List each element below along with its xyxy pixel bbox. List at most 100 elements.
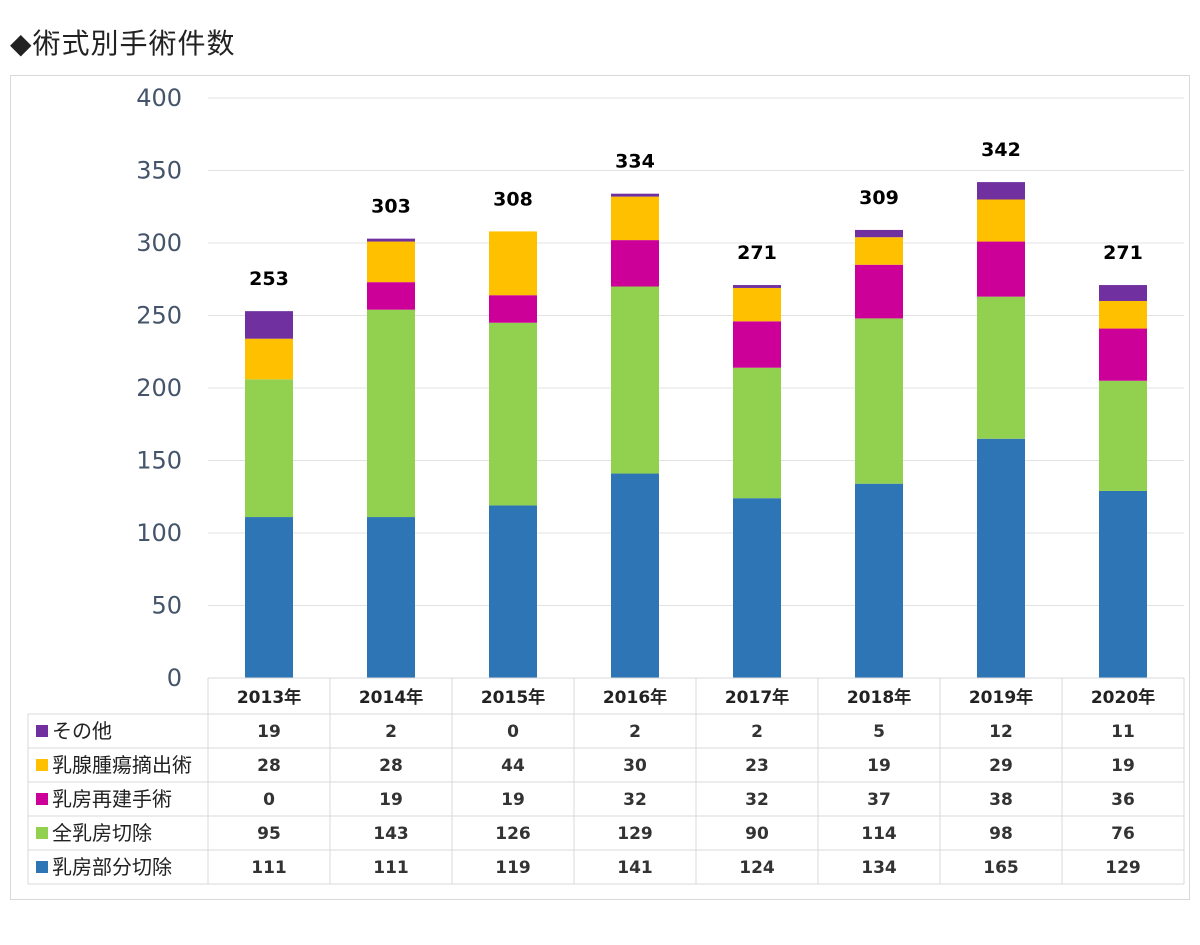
legend-swatch <box>36 827 48 839</box>
data-label: 23 <box>745 756 769 776</box>
total-label: 271 <box>737 242 777 264</box>
bar-segment <box>977 438 1025 678</box>
data-label: 2 <box>385 722 397 742</box>
chart-frame <box>10 75 1190 900</box>
data-label: 2 <box>751 722 763 742</box>
bar-segment <box>977 182 1025 200</box>
data-label: 76 <box>1111 824 1135 844</box>
bar-segment <box>855 264 903 319</box>
data-label: 44 <box>501 756 525 776</box>
data-label: 37 <box>867 790 891 810</box>
y-tick-label: 50 <box>151 592 182 620</box>
bar-segment <box>245 311 293 339</box>
legend-swatch <box>36 759 48 771</box>
bar-segment <box>733 321 781 368</box>
data-label: 129 <box>617 824 653 844</box>
legend-swatch <box>36 793 48 805</box>
bar-segment <box>977 241 1025 297</box>
bars <box>245 182 1147 678</box>
data-label: 111 <box>373 858 409 878</box>
bar-segment <box>367 517 415 678</box>
legend-swatch <box>36 725 48 737</box>
bar-segment <box>245 338 293 380</box>
x-tick-label: 2014年 <box>359 687 423 708</box>
bar-segment <box>245 517 293 678</box>
bar-segment <box>977 296 1025 439</box>
legend-entry: 全乳房切除 <box>52 821 152 845</box>
data-label: 32 <box>745 790 769 810</box>
data-label: 90 <box>745 824 769 844</box>
y-tick-label: 250 <box>136 302 182 330</box>
y-tick-label: 200 <box>136 374 182 402</box>
data-label: 129 <box>1105 858 1141 878</box>
data-label: 134 <box>861 858 897 878</box>
bar-segment <box>245 379 293 518</box>
grid-lines <box>208 97 1184 606</box>
bar-segment <box>1099 328 1147 381</box>
total-labels: 253 303 308 334 271 309 342 271 <box>249 139 1143 290</box>
bar-segment <box>733 498 781 678</box>
data-label: 2 <box>629 722 641 742</box>
page-title: ◆術式別手術件数 <box>10 27 236 60</box>
data-label: 28 <box>257 756 281 776</box>
data-label: 95 <box>257 824 281 844</box>
bar-segment <box>611 240 659 287</box>
data-label: 114 <box>861 824 897 844</box>
data-label: 28 <box>379 756 403 776</box>
y-axis-ticks: 0 50 100 150 200 250 300 350 400 <box>136 84 182 692</box>
data-label: 119 <box>495 858 531 878</box>
data-table: 2013年 2014年 2015年 2016年 2017年 2018年 2019年 2020年… <box>27 677 1185 885</box>
x-tick-label: 2018年 <box>847 687 911 708</box>
legend-entry: 乳房再建手術 <box>52 787 172 811</box>
bar-segment <box>489 322 537 506</box>
bar-segment <box>733 285 781 288</box>
data-label: 126 <box>495 824 531 844</box>
bar-segment <box>855 318 903 484</box>
total-label: 271 <box>1103 242 1143 264</box>
bar-segment <box>1099 380 1147 491</box>
bar-segment <box>611 193 659 197</box>
bar-segment <box>489 295 537 323</box>
bar-segment <box>489 505 537 678</box>
x-tick-label: 2017年 <box>725 687 789 708</box>
bar-segment <box>1099 285 1147 301</box>
bar-segment <box>367 282 415 310</box>
total-label: 342 <box>981 139 1021 161</box>
bar-segment <box>367 241 415 283</box>
x-tick-label: 2020年 <box>1091 687 1155 708</box>
bar-segment <box>489 231 537 296</box>
data-label: 11 <box>1111 722 1135 742</box>
bar-segment <box>611 286 659 474</box>
data-label: 19 <box>1111 756 1135 776</box>
y-tick-label: 150 <box>136 447 182 475</box>
bar-segment <box>367 309 415 518</box>
legend-entry: 乳房部分切除 <box>52 855 172 879</box>
data-label: 19 <box>501 790 525 810</box>
x-tick-label: 2019年 <box>969 687 1033 708</box>
bar-segment <box>855 237 903 265</box>
data-label: 32 <box>623 790 647 810</box>
data-label: 30 <box>623 756 647 776</box>
data-label: 165 <box>983 858 1019 878</box>
data-label: 12 <box>989 722 1013 742</box>
data-label: 38 <box>989 790 1013 810</box>
bar-segment <box>367 238 415 242</box>
data-label: 29 <box>989 756 1013 776</box>
total-label: 308 <box>493 188 533 210</box>
bar-segment <box>1099 490 1147 678</box>
legend-entry: その他 <box>52 719 112 743</box>
data-label: 141 <box>617 858 653 878</box>
legend-entry: 乳腺腫瘍摘出術 <box>52 753 192 777</box>
data-label: 19 <box>379 790 403 810</box>
data-label: 143 <box>373 824 409 844</box>
x-tick-label: 2016年 <box>603 687 667 708</box>
data-label: 124 <box>739 858 775 878</box>
bar-segment <box>977 199 1025 242</box>
legend-swatch <box>36 861 48 873</box>
data-label: 0 <box>507 722 519 742</box>
bar-segment <box>733 367 781 499</box>
bar-segment <box>733 287 781 322</box>
y-tick-label: 300 <box>136 229 182 257</box>
y-tick-label: 350 <box>136 157 182 185</box>
